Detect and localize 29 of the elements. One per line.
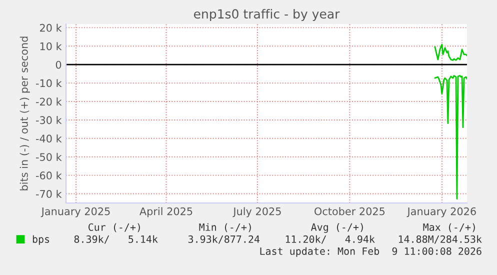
- y-tick-label: -30 k: [36, 116, 62, 124]
- y-tick-label: 10 k: [40, 42, 62, 50]
- text: Max (-/+): [423, 223, 475, 232]
- legend-label: bps: [32, 235, 50, 245]
- text: Last update: Mon Feb 9 11:00:08 2026: [260, 247, 482, 257]
- y-tick-label: -20 k: [36, 98, 62, 106]
- text: 3.93k/877.24: [188, 235, 260, 244]
- y-tick-label: 0: [56, 60, 62, 69]
- text: 14.88M/284.53k: [398, 235, 482, 244]
- line-series: [434, 74, 467, 200]
- y-tick-label: -70 k: [36, 190, 62, 198]
- text: Cur (-/+): [88, 223, 140, 232]
- y-tick-label: -10 k: [36, 79, 62, 88]
- y-tick-label: 20 k: [40, 24, 62, 32]
- x-tick-label: April 2025: [140, 207, 192, 218]
- text: 8.39k/ 5.14k: [74, 235, 158, 244]
- y-axis-title: bits in (-) / out (+) per second: [20, 36, 30, 190]
- x-tick-label: January 2025: [40, 207, 110, 218]
- chart-title: enp1s0 traffic - by year: [194, 8, 340, 22]
- x-tick-label: July 2025: [232, 207, 281, 218]
- text: Avg (-/+): [311, 223, 363, 233]
- text: Min (-/+): [199, 223, 251, 232]
- line-series: [434, 44, 467, 61]
- y-tick-label: -50 k: [36, 152, 62, 161]
- x-tick-label: January 2026: [406, 207, 476, 218]
- y-tick-label: -60 k: [36, 171, 62, 180]
- y-tick-label: -40 k: [36, 134, 62, 143]
- text: 11.20k/ 4.94k: [286, 235, 375, 244]
- x-tick-label: October 2025: [314, 207, 385, 216]
